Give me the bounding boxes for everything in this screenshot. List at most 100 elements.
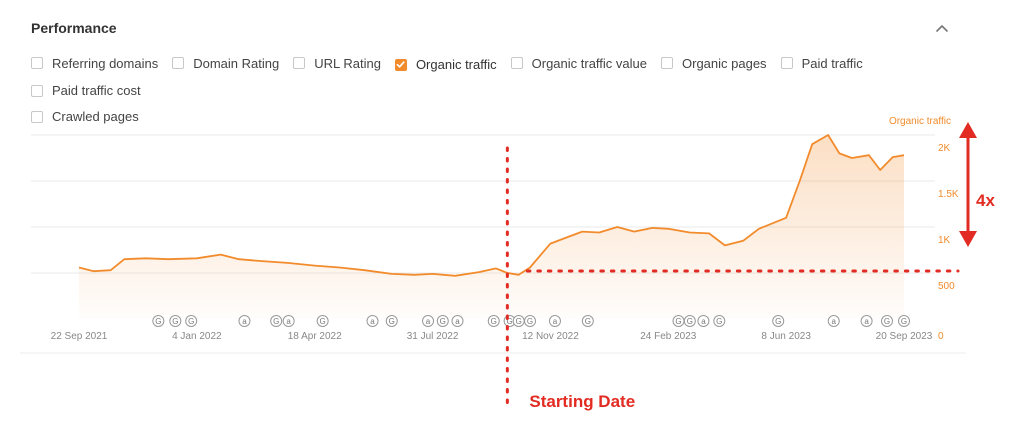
y-tick-label: 0 [938, 331, 944, 342]
x-tick-label: 20 Sep 2023 [876, 331, 933, 342]
svg-text:a: a [242, 317, 247, 326]
metric-checkbox-organic-traffic[interactable]: Organic traffic [394, 57, 497, 73]
x-tick-label: 24 Feb 2023 [640, 331, 697, 342]
google-update-marker-icon[interactable]: G [881, 315, 894, 327]
y-tick-label: 500 [938, 281, 955, 292]
google-update-marker-icon[interactable]: G [898, 315, 910, 327]
svg-text:G: G [440, 317, 446, 326]
metric-checkboxes: Referring domains Domain Rating URL Rating… [31, 55, 981, 135]
ahrefs-update-marker-icon[interactable]: a [548, 315, 561, 327]
svg-text:G: G [155, 317, 161, 326]
metric-label: URL Rating [314, 55, 381, 71]
svg-text:G: G [675, 317, 681, 326]
svg-text:G: G [716, 317, 722, 326]
checkbox-empty-icon[interactable] [661, 57, 673, 69]
metric-checkbox-paid-traffic-cost[interactable]: Paid traffic cost [31, 83, 141, 99]
starting-date-label: Starting Date [529, 392, 635, 411]
svg-text:G: G [585, 317, 591, 326]
google-update-marker-icon[interactable]: G [487, 315, 500, 327]
svg-text:G: G [775, 317, 781, 326]
metric-label: Organic traffic [415, 57, 497, 72]
organic-traffic-line [78, 134, 905, 277]
svg-text:G: G [491, 317, 497, 326]
google-update-marker-icon[interactable]: G [185, 315, 198, 327]
organic-traffic-area [79, 135, 904, 319]
metric-checkbox-organic-pages[interactable]: Organic pages [661, 55, 767, 71]
metric-checkbox-organic-traffic-value[interactable]: Organic traffic value [510, 55, 647, 71]
svg-text:G: G [188, 317, 194, 326]
svg-text:G: G [901, 317, 907, 326]
y-tick-label: 2K [938, 143, 951, 154]
ahrefs-update-marker-icon[interactable]: a [366, 315, 379, 327]
growth-label: 4x [976, 191, 995, 210]
svg-text:G: G [687, 317, 693, 326]
metric-checkbox-crawled-pages[interactable]: Crawled pages [31, 109, 139, 125]
ahrefs-update-marker-icon[interactable]: a [238, 315, 251, 327]
y-tick-label: 1.5K [938, 189, 959, 200]
y-tick-label: 1K [938, 235, 951, 246]
svg-text:a: a [455, 317, 460, 326]
metric-label: Paid traffic cost [52, 83, 141, 98]
google-update-marker-icon[interactable]: G [436, 315, 449, 327]
svg-text:a: a [832, 317, 837, 326]
google-update-marker-icon[interactable]: G [385, 315, 398, 327]
metric-label: Domain Rating [193, 55, 280, 71]
google-update-marker-icon[interactable]: G [152, 315, 165, 327]
chevron-up-icon[interactable] [932, 18, 952, 38]
ahrefs-update-marker-icon[interactable]: a [451, 315, 464, 327]
metric-checkbox-paid-traffic[interactable]: Paid traffic [780, 55, 863, 71]
svg-text:G: G [507, 317, 513, 326]
arrow-down-icon [959, 231, 977, 247]
metric-checkbox-referring-domains[interactable]: Referring domains [31, 55, 158, 71]
google-update-marker-icon[interactable]: G [270, 315, 283, 327]
google-update-marker-icon[interactable]: G [581, 315, 594, 327]
google-update-marker-icon[interactable]: G [772, 315, 785, 327]
google-update-marker-icon[interactable]: G [316, 315, 329, 327]
x-tick-label: 12 Nov 2022 [522, 331, 579, 342]
x-tick-label: 22 Sep 2021 [51, 331, 108, 342]
checkbox-empty-icon[interactable] [293, 57, 306, 69]
google-update-marker-icon[interactable]: G [672, 315, 685, 327]
panel-title: Performance [31, 20, 117, 36]
arrow-up-icon [959, 122, 977, 138]
svg-text:G: G [884, 317, 890, 326]
metric-label: Referring domains [52, 55, 159, 71]
svg-text:a: a [286, 317, 291, 326]
svg-text:a: a [370, 317, 375, 326]
checkbox-empty-icon[interactable] [31, 110, 43, 123]
metric-label: Crawled pages [52, 109, 139, 124]
metric-checkbox-domain-rating[interactable]: Domain Rating [172, 55, 279, 71]
svg-text:a: a [864, 317, 869, 326]
checkbox-empty-icon[interactable] [31, 57, 43, 69]
checkbox-empty-icon[interactable] [172, 57, 185, 69]
checkbox-checked-icon[interactable] [394, 58, 407, 71]
svg-text:G: G [320, 317, 326, 326]
svg-text:G: G [273, 317, 279, 326]
svg-text:a: a [701, 317, 706, 326]
google-update-marker-icon[interactable]: G [524, 315, 537, 327]
metric-label: Paid traffic [801, 55, 863, 71]
x-tick-label: 8 Jun 2023 [761, 331, 811, 342]
google-update-marker-icon[interactable]: G [713, 315, 726, 327]
google-update-marker-icon[interactable]: G [512, 315, 525, 327]
x-tick-label: 31 Jul 2022 [407, 331, 459, 342]
x-tick-label: 18 Apr 2022 [288, 331, 342, 342]
ahrefs-update-marker-icon[interactable]: a [282, 315, 295, 327]
ahrefs-update-marker-icon[interactable]: a [697, 315, 710, 327]
svg-text:a: a [553, 317, 558, 326]
google-update-marker-icon[interactable]: G [683, 315, 696, 327]
ahrefs-update-marker-icon[interactable]: a [860, 315, 873, 327]
google-update-marker-icon[interactable]: G [169, 315, 182, 327]
metric-label: Organic traffic value [531, 55, 647, 71]
checkbox-empty-icon[interactable] [510, 57, 523, 69]
metric-checkbox-url-rating[interactable]: URL Rating [293, 55, 381, 71]
checkbox-empty-icon[interactable] [31, 84, 43, 97]
checkbox-empty-icon[interactable] [780, 57, 793, 69]
svg-text:G: G [389, 317, 395, 326]
metric-label: Organic pages [682, 55, 767, 71]
series-label: Organic traffic [889, 116, 951, 127]
ahrefs-update-marker-icon[interactable]: a [827, 315, 840, 327]
x-tick-label: 4 Jan 2022 [172, 331, 222, 342]
ahrefs-update-marker-icon[interactable]: a [422, 315, 435, 327]
